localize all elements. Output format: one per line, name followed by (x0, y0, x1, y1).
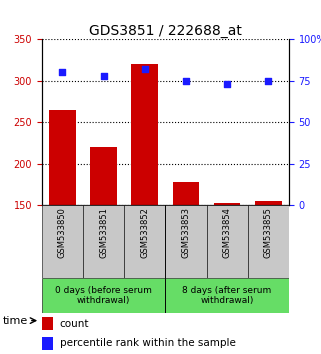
Text: GSM533854: GSM533854 (222, 207, 232, 258)
Point (101, 73, 106, 78)
Text: 8 days (after serum
withdrawal): 8 days (after serum withdrawal) (182, 286, 272, 305)
Bar (42, 318, 53, 330)
Bar (42, 205, 83, 278)
Text: GSM533852: GSM533852 (140, 207, 149, 258)
Point (60, 69, 65, 75)
Point (225, 81, 230, 87)
Bar (49, 110, 76, 205)
Bar (206, 205, 248, 278)
Text: 0 days (before serum
withdrawal): 0 days (before serum withdrawal) (55, 286, 152, 305)
Point (266, 78, 271, 83)
Bar (90, 147, 117, 205)
Bar (124, 205, 165, 278)
Text: percentile rank within the sample: percentile rank within the sample (60, 338, 236, 348)
Bar (42, 337, 53, 350)
Text: GSM533853: GSM533853 (181, 207, 190, 258)
Text: GSM533855: GSM533855 (264, 207, 273, 258)
Point (183, 78, 188, 83)
Bar (172, 182, 199, 205)
Bar (42, 278, 165, 313)
Title: GDS3851 / 222688_at: GDS3851 / 222688_at (89, 24, 242, 38)
Bar (214, 203, 240, 205)
Bar (165, 205, 206, 278)
Text: time: time (3, 316, 29, 326)
Bar (248, 205, 289, 278)
Text: GSM533850: GSM533850 (58, 207, 67, 258)
Bar (255, 201, 282, 205)
Bar (83, 205, 124, 278)
Bar (131, 64, 158, 205)
Point (142, 66, 147, 72)
Text: GSM533851: GSM533851 (99, 207, 108, 258)
Text: count: count (60, 319, 89, 329)
Bar (165, 278, 289, 313)
